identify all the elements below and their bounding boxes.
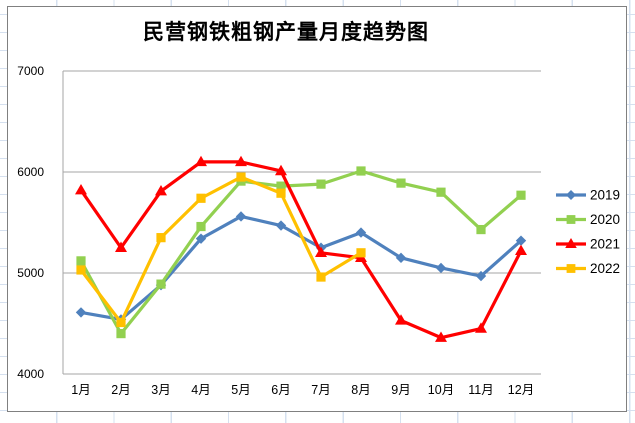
- legend: 2019 2020 2021 2022: [556, 188, 620, 276]
- x-axis-tick-label: 6月: [271, 383, 290, 397]
- legend-item-2020: 2020: [556, 212, 620, 227]
- x-axis-tick-label: 2月: [111, 383, 130, 397]
- series-2020: [76, 166, 526, 339]
- x-axis-tick-label: 10月: [428, 383, 454, 397]
- legend-label: 2020: [590, 212, 620, 227]
- x-axis-tick-label: 5月: [231, 383, 250, 397]
- legend-label: 2021: [590, 237, 620, 252]
- x-axis-tick-label: 1月: [71, 383, 90, 397]
- series-2021: [75, 155, 527, 342]
- x-axis-labels: 1月 2月 3月 4月 5月 6月 7月 8月 9月 10月 11月 12月: [71, 383, 534, 397]
- y-axis-tick-label: 5000: [17, 266, 44, 280]
- x-axis-tick-label: 9月: [391, 383, 410, 397]
- legend-item-2019: 2019: [556, 188, 620, 203]
- legend-item-2021: 2021: [556, 237, 620, 252]
- x-axis-tick-label: 4月: [191, 383, 210, 397]
- y-axis-tick-label: 4000: [17, 367, 44, 381]
- legend-item-2022: 2022: [556, 261, 620, 276]
- y-axis-tick-label: 7000: [17, 64, 44, 78]
- x-axis-tick-label: 12月: [508, 383, 534, 397]
- chart-canvas: 4000 5000 6000 7000 1月 2月 3月 4月 5月 6月 7月 8月 9月 10月 11月…: [17, 64, 620, 397]
- series-2022: [76, 172, 366, 328]
- x-axis-tick-label: 11月: [468, 383, 493, 397]
- x-axis-tick-label: 3月: [151, 383, 170, 397]
- chart-title: 民营钢铁粗钢产量月度趋势图: [143, 20, 429, 44]
- x-axis-tick-label: 7月: [311, 383, 330, 397]
- chart-object[interactable]: 民营钢铁粗钢产量月度趋势图 4000 5000 6000 7000 1月 2月 3月 4月 5月…: [7, 6, 627, 412]
- x-axis-tick-label: 8月: [351, 383, 370, 397]
- legend-label: 2019: [590, 188, 620, 203]
- y-axis-tick-label: 6000: [17, 165, 44, 179]
- legend-label: 2022: [590, 261, 620, 276]
